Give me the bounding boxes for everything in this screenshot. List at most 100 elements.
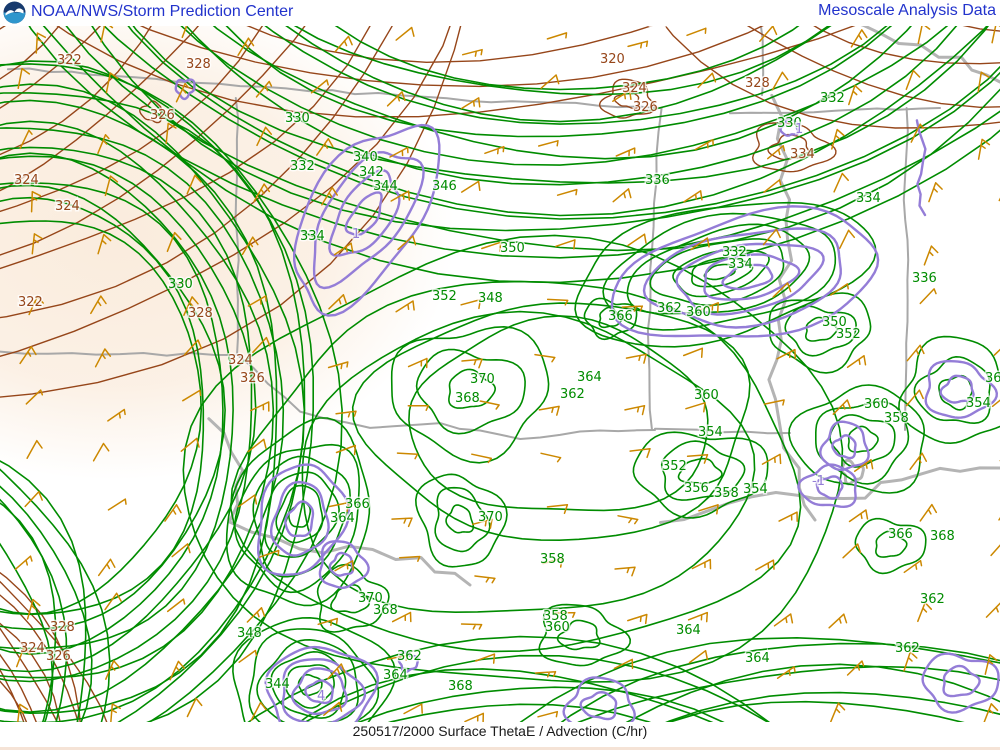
contour-label: 332: [820, 91, 845, 106]
wind-barb: [627, 233, 647, 247]
wind-barb: [395, 26, 415, 41]
contour-label: 360: [686, 305, 711, 320]
wind-barb: [923, 245, 939, 266]
wind-barb: [690, 237, 710, 251]
wind-barb: [259, 549, 280, 558]
wind-barb: [460, 298, 482, 310]
wind-barb: [461, 358, 483, 369]
noaa-logo-icon[interactable]: [3, 1, 26, 24]
wind-barb: [627, 40, 649, 49]
wind-barb: [534, 353, 556, 363]
contour-label: 350: [500, 241, 525, 256]
contour-label: 328: [188, 306, 213, 321]
wind-barb: [94, 348, 112, 368]
contour-label: 330: [285, 111, 310, 126]
contour-label: 348: [237, 626, 262, 641]
contour-label: 352: [836, 327, 861, 342]
contour-label: 332: [722, 245, 747, 260]
wind-barb: [919, 288, 937, 305]
wind-barb: [761, 453, 782, 465]
wind-barb: [14, 555, 33, 571]
wind-barb: [398, 555, 421, 562]
wind-barb: [107, 498, 127, 511]
contour-label: -1: [812, 474, 825, 489]
contour-label: 326: [150, 108, 175, 123]
wind-barb: [26, 598, 41, 620]
state-borders-layer: [0, 24, 941, 440]
wind-barb: [698, 504, 719, 515]
wind-barb: [165, 122, 177, 145]
bottom-border: [0, 747, 1000, 750]
wind-barb: [850, 29, 868, 48]
wind-barb: [333, 242, 354, 256]
wind-barb: [25, 389, 44, 405]
wind-barb: [833, 172, 849, 193]
wind-barb: [471, 518, 493, 529]
contour-label: 368: [930, 529, 955, 544]
wind-barb: [846, 660, 865, 676]
wind-barb: [395, 300, 415, 313]
wind-barb: [555, 239, 576, 250]
contour-label: 330: [777, 116, 802, 131]
wind-barb: [252, 336, 271, 354]
wind-barb: [407, 357, 428, 369]
wind-barb: [310, 79, 329, 94]
wind-barb: [540, 452, 562, 463]
wind-barb: [90, 295, 107, 315]
contour-label: 326: [633, 100, 658, 115]
contour-label: 358: [543, 609, 568, 624]
wind-barb: [169, 660, 186, 681]
wind-barb: [478, 400, 500, 410]
wind-barb: [17, 703, 29, 722]
contour-label: 1: [352, 227, 360, 242]
wind-barb: [830, 283, 849, 296]
contour-label: 366: [888, 527, 913, 542]
wind-barb: [460, 180, 481, 193]
wind-barb: [984, 654, 998, 675]
contour-label: 354: [966, 396, 991, 411]
contour-label: 336: [645, 173, 670, 188]
spc-home-link[interactable]: NOAA/NWS/Storm Prediction Center: [31, 3, 294, 20]
contour-label: 342: [359, 165, 384, 180]
wind-barb: [182, 389, 202, 402]
wind-barb: [624, 404, 646, 416]
contour-label: 354: [743, 482, 768, 497]
wind-barb: [28, 295, 44, 316]
wind-barb: [391, 517, 413, 528]
wind-barb: [397, 235, 417, 251]
wind-barb: [977, 138, 991, 160]
wind-barb: [629, 448, 651, 459]
wind-barb: [771, 71, 789, 91]
wind-barb: [105, 72, 119, 94]
wind-barb: [990, 544, 1000, 557]
contour-label: 360: [985, 371, 1000, 386]
wind-barb: [621, 305, 644, 312]
wind-barb: [546, 32, 568, 40]
wind-barb: [853, 458, 874, 472]
wind-barb: [30, 190, 42, 213]
wind-barb: [759, 25, 778, 42]
wind-barb: [334, 560, 354, 572]
wind-barb: [471, 453, 493, 464]
wind-barb: [910, 123, 925, 143]
wind-barb: [327, 361, 349, 370]
wind-barb: [554, 611, 576, 618]
contour-label: 322: [18, 295, 43, 310]
contour-label: 4: [317, 689, 325, 704]
wind-barb: [985, 602, 1000, 618]
wind-barb: [686, 27, 707, 37]
contour-label: 364: [745, 651, 770, 666]
wind-barb: [460, 97, 481, 110]
contour-label: 368: [455, 391, 480, 406]
contour-label: 352: [662, 459, 687, 474]
wind-barb: [612, 89, 632, 102]
wind-barb: [909, 452, 928, 471]
wind-barb: [846, 355, 867, 369]
contour-label: 330: [168, 277, 193, 292]
wind-barb: [615, 147, 636, 157]
mesoscale-analysis-link[interactable]: Mesoscale Analysis Data: [818, 2, 996, 19]
wind-barb: [390, 190, 411, 202]
contour-label: 356: [684, 481, 709, 496]
